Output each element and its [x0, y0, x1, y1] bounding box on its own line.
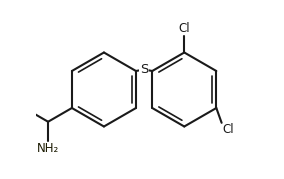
Text: Cl: Cl — [223, 123, 234, 136]
Text: Cl: Cl — [178, 21, 190, 35]
Text: S: S — [140, 63, 148, 76]
Text: NH₂: NH₂ — [37, 142, 59, 156]
